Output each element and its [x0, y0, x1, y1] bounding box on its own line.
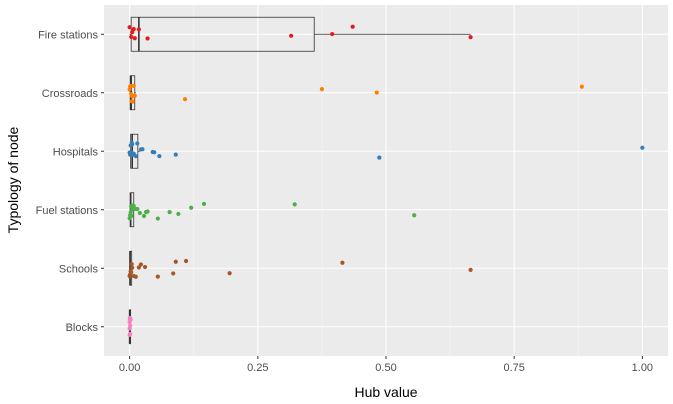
- data-point: [141, 213, 147, 219]
- boxplot-group: [127, 133, 645, 169]
- data-point: [130, 99, 135, 104]
- data-point: [340, 260, 345, 265]
- data-point: [155, 216, 160, 221]
- data-point: [135, 141, 140, 146]
- data-point: [640, 145, 645, 150]
- data-point: [173, 259, 178, 264]
- data-point: [130, 265, 135, 270]
- data-point: [176, 211, 181, 217]
- data-point: [133, 274, 138, 279]
- data-point: [145, 209, 150, 214]
- data-point: [319, 87, 325, 92]
- data-point: [132, 36, 137, 41]
- data-point: [142, 264, 148, 270]
- data-point: [152, 150, 157, 155]
- data-point: [128, 331, 133, 337]
- data-point: [131, 27, 136, 32]
- y-tick-label: Fire stations: [38, 29, 98, 41]
- data-point: [129, 213, 134, 218]
- data-point: [129, 34, 134, 39]
- y-tick-label: Blocks: [66, 322, 99, 334]
- data-point: [135, 206, 140, 212]
- data-point: [157, 153, 162, 159]
- data-point: [330, 31, 335, 37]
- x-tick-label: 0.50: [375, 362, 396, 374]
- data-point: [377, 155, 382, 160]
- data-point: [131, 83, 136, 89]
- data-point: [136, 27, 141, 32]
- data-point: [132, 93, 137, 98]
- box: [130, 16, 315, 52]
- data-point: [155, 274, 160, 279]
- data-point: [127, 25, 132, 30]
- data-point: [173, 152, 178, 157]
- y-tick-label: Fuel stations: [36, 205, 99, 217]
- data-point: [374, 90, 379, 95]
- x-tick-label: 1.00: [632, 362, 653, 374]
- data-point: [412, 213, 417, 218]
- data-point: [292, 202, 297, 207]
- boxplot-group: [127, 309, 133, 345]
- x-tick-label: 0.00: [119, 362, 140, 374]
- x-tick-label: 0.25: [247, 362, 268, 374]
- x-axis-title: Hub value: [354, 384, 417, 400]
- boxplot-group: [127, 75, 584, 111]
- data-point: [137, 210, 142, 216]
- data-point: [171, 271, 176, 276]
- data-point: [350, 24, 355, 29]
- boxplot-group: [127, 16, 473, 52]
- data-point: [201, 201, 207, 207]
- data-point: [579, 84, 584, 89]
- boxplot-group: [127, 250, 473, 286]
- data-point: [128, 323, 133, 328]
- data-point: [129, 262, 134, 267]
- data-point: [227, 271, 232, 276]
- data-point: [138, 262, 144, 267]
- data-point: [182, 97, 188, 102]
- data-point: [136, 265, 141, 270]
- data-point: [468, 267, 473, 272]
- data-point: [133, 154, 138, 159]
- chart-marks: [127, 16, 645, 345]
- y-axis-title: Typology of node: [5, 126, 21, 233]
- data-point: [128, 317, 133, 322]
- data-point: [468, 35, 473, 40]
- data-point: [189, 205, 194, 210]
- y-tick-label: Crossroads: [42, 88, 99, 100]
- y-axis: Fire stations Crossroads Hospitals Fuel sta…: [36, 29, 104, 334]
- data-point: [128, 83, 133, 88]
- data-point: [130, 142, 135, 147]
- data-point: [145, 36, 150, 41]
- y-tick-label: Schools: [59, 263, 99, 275]
- boxplot-group: [127, 192, 417, 228]
- data-point: [140, 147, 145, 152]
- data-point: [129, 270, 134, 275]
- x-tick-label: 0.75: [503, 362, 524, 374]
- x-axis: 0.00 0.25 0.50 0.75 1.00: [119, 356, 653, 374]
- data-point: [289, 33, 294, 38]
- y-tick-label: Hospitals: [53, 146, 99, 158]
- data-point: [167, 210, 172, 215]
- data-point: [183, 258, 189, 264]
